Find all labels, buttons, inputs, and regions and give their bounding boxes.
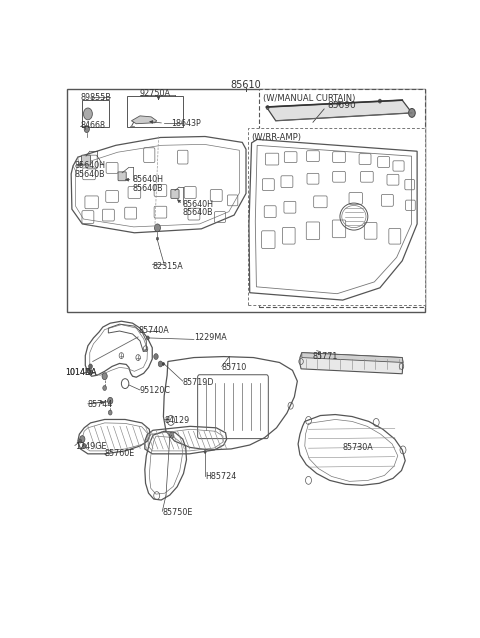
Text: 84129: 84129 — [164, 416, 190, 425]
Text: 85730A: 85730A — [343, 443, 373, 452]
Text: 85750E: 85750E — [162, 508, 192, 517]
Circle shape — [162, 362, 165, 366]
Circle shape — [337, 101, 340, 105]
Circle shape — [80, 436, 85, 443]
Text: 85640H: 85640H — [132, 175, 164, 184]
Text: (W/RR-AMP): (W/RR-AMP) — [252, 133, 301, 142]
Polygon shape — [266, 100, 412, 121]
Text: 89855B: 89855B — [81, 93, 111, 101]
Circle shape — [79, 439, 82, 443]
Circle shape — [108, 397, 113, 404]
Text: 85640H: 85640H — [183, 200, 214, 209]
Text: 92750A: 92750A — [140, 89, 171, 98]
Circle shape — [155, 224, 160, 232]
Circle shape — [84, 126, 89, 133]
Text: (W/MANUAL CURTAIN): (W/MANUAL CURTAIN) — [263, 94, 355, 103]
Text: 85610: 85610 — [230, 80, 262, 91]
Bar — [248, 128, 424, 305]
Text: 85690: 85690 — [328, 101, 357, 110]
Text: 85719D: 85719D — [183, 378, 214, 387]
FancyBboxPatch shape — [171, 189, 179, 198]
Text: 84668: 84668 — [81, 121, 106, 130]
Text: 85760E: 85760E — [105, 449, 135, 458]
Circle shape — [89, 370, 92, 375]
Bar — [82, 100, 109, 127]
Circle shape — [266, 105, 269, 110]
Bar — [127, 96, 183, 127]
Polygon shape — [132, 116, 156, 124]
Circle shape — [169, 432, 174, 438]
FancyBboxPatch shape — [118, 172, 126, 181]
Circle shape — [204, 450, 206, 454]
Circle shape — [83, 443, 86, 449]
Text: 85744: 85744 — [88, 400, 113, 409]
Text: 85640B: 85640B — [74, 170, 105, 179]
Circle shape — [103, 385, 107, 390]
Circle shape — [156, 237, 158, 240]
Polygon shape — [302, 353, 403, 362]
Circle shape — [146, 336, 149, 340]
Text: 85710: 85710 — [222, 363, 247, 372]
Circle shape — [102, 373, 107, 380]
Circle shape — [408, 108, 415, 117]
Bar — [67, 89, 424, 313]
Circle shape — [158, 361, 163, 367]
Text: 18643P: 18643P — [172, 119, 201, 128]
Circle shape — [108, 410, 112, 415]
Text: 82315A: 82315A — [152, 262, 183, 271]
Text: 95120C: 95120C — [140, 387, 171, 396]
Text: 1229MA: 1229MA — [194, 334, 227, 343]
FancyBboxPatch shape — [82, 155, 91, 165]
Polygon shape — [300, 353, 403, 374]
Text: H85724: H85724 — [205, 472, 236, 482]
Bar — [259, 89, 424, 308]
Circle shape — [89, 364, 92, 369]
Text: 1249GE: 1249GE — [75, 442, 107, 451]
Text: 85640H: 85640H — [74, 161, 105, 170]
Text: 85640B: 85640B — [132, 184, 163, 193]
Text: 1014DA: 1014DA — [66, 367, 97, 377]
Circle shape — [84, 108, 92, 120]
Text: 1014DA: 1014DA — [66, 367, 97, 377]
Text: 85740A: 85740A — [138, 326, 169, 335]
Circle shape — [154, 353, 158, 360]
Text: 85640B: 85640B — [183, 208, 214, 217]
Circle shape — [378, 99, 382, 103]
Text: 85771: 85771 — [313, 352, 338, 361]
